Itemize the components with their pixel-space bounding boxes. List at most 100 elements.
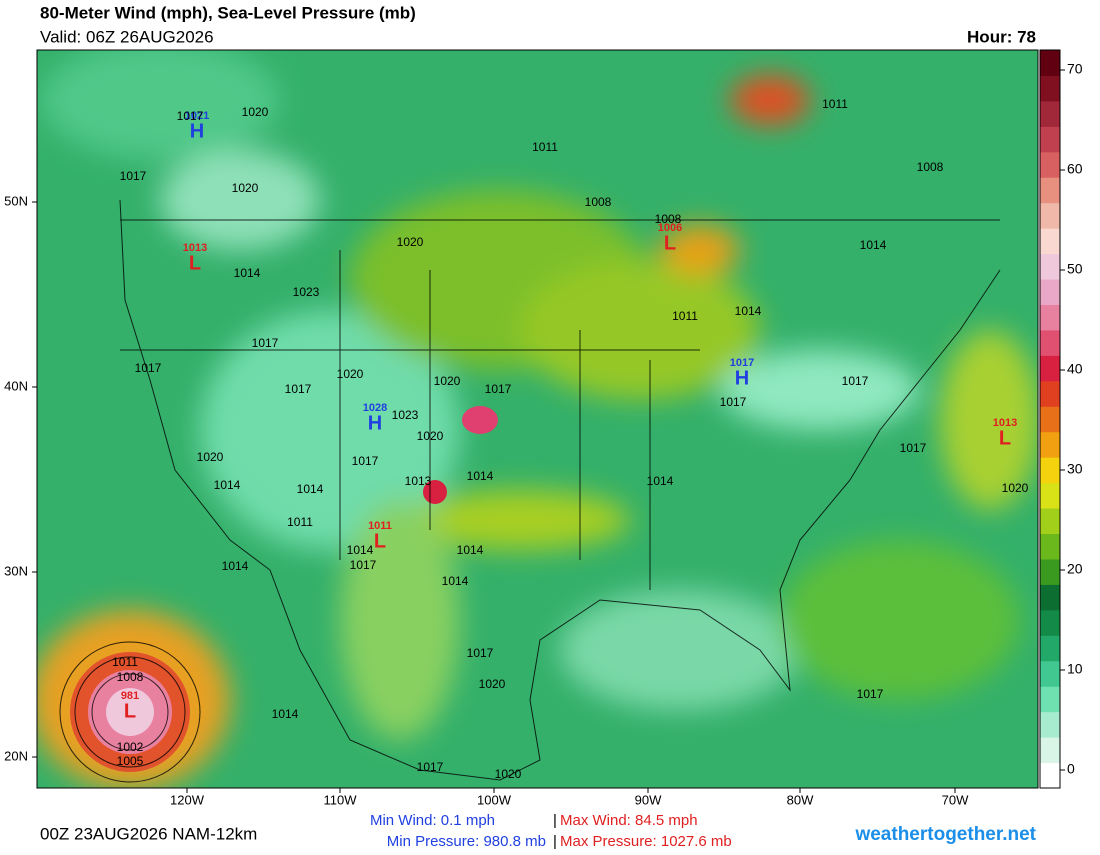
colorbar-band [1040,762,1060,789]
isobar-label: 1013 [405,474,432,488]
isobar-label: 1017 [842,374,869,388]
isobar-label: 1014 [860,238,887,252]
colorbar-band [1040,355,1060,382]
colorbar-band [1040,50,1060,76]
colorbar-label: 60 [1067,161,1083,177]
isobar-label: 1017 [285,382,312,396]
colorbar-band [1040,380,1060,407]
isobar-label: 1014 [735,304,762,318]
isobar-label: 1017 [120,169,147,183]
isobar-label: 1011 [672,309,698,323]
isobar-label: 1020 [197,450,224,464]
latitude-label: 50N [4,193,28,208]
colorbar-band [1040,737,1060,764]
colorbar-frame [1039,49,1061,789]
pressure-value: 1017 [730,357,754,369]
separator: | [553,833,557,850]
isobar-label: 1020 [232,181,259,195]
isobar-label: 1017 [252,336,279,350]
colorbar-band [1040,482,1060,509]
pressure-symbol: H [190,120,204,142]
pressure-value: 1013 [183,242,207,254]
isobar-label: 1020 [479,677,506,691]
colorbar-band [1040,609,1060,636]
longitude-label: 120W [170,792,205,807]
isobar-label: 1011 [822,97,848,111]
isobar-label: 1008 [585,195,612,209]
pressure-symbol: L [999,427,1011,449]
isobar-label: 1023 [293,285,320,299]
isobar-label: 1017 [135,361,162,375]
max-pressure: Max Pressure: 1027.6 mb [560,833,732,850]
isobar-label: 1017 [467,646,494,660]
title: 80-Meter Wind (mph), Sea-Level Pressure … [40,3,416,22]
colorbar-band [1040,253,1060,280]
min-pressure: Min Pressure: 980.8 mb [387,833,546,850]
isobar-label: 1014 [647,474,674,488]
latitude-label: 40N [4,378,28,393]
isobar-label: 1017 [352,454,379,468]
latitude-label: 30N [4,563,28,578]
colorbar-band [1040,457,1060,484]
isobar-label: 1017 [350,558,377,572]
colorbar-band [1040,100,1060,127]
pressure-symbol: L [189,252,201,274]
pressure-symbol: H [368,412,382,434]
isobar-label: 1023 [392,408,419,422]
colorbar-band [1040,406,1060,433]
isobar-label: 1017 [485,382,512,396]
colorbar-label: 10 [1067,661,1083,677]
map-field [37,50,1038,788]
isobar-label: 1020 [242,105,269,119]
colorbar-band [1040,126,1060,153]
colorbar-band [1040,635,1060,662]
isobar-label: 1014 [272,707,299,721]
isobar-label: 1014 [457,543,484,557]
pressure-symbol: L [374,530,386,552]
longitude-label: 100W [477,792,512,807]
pressure-symbol: H [735,367,749,389]
colorbar-band [1040,711,1060,738]
colorbar-band [1040,202,1060,229]
site-name: weathertogether.net [854,824,1036,845]
isobar-label: 1020 [1002,481,1029,495]
isobar-label: 1017 [177,109,204,123]
latitude-label: 20N [4,748,28,763]
isobar-label: 1020 [495,767,522,781]
colorbar-label: 50 [1067,261,1083,277]
forecast-hour: Hour: 78 [967,27,1036,46]
longitude-label: 80W [787,792,814,807]
isobar-label: 1017 [417,760,444,774]
colorbar-band [1040,686,1060,713]
colorbar-band [1040,177,1060,204]
isobar-label: 1014 [234,266,261,280]
isobar-label: 1014 [467,469,494,483]
isobar-label: 1014 [442,574,469,588]
isobar-label: 1008 [655,212,682,226]
map-frame [36,49,1039,789]
isobar-label: 1014 [297,482,324,496]
pressure-value: 1011 [368,520,392,532]
colorbar-band [1040,533,1060,560]
colorbar-band [1040,660,1060,687]
colorbar-band [1040,584,1060,611]
isobar-label: 1020 [397,235,424,249]
colorbar-band [1040,151,1060,178]
isobar-label: 1011 [532,140,558,154]
isobar-label: 1017 [720,395,747,409]
pressure-symbol: L [124,700,136,722]
separator: | [553,812,557,829]
pressure-value: 1006 [658,222,682,234]
isobar-label: 1008 [917,160,944,174]
longitude-label: 90W [635,792,662,807]
pressure-value: 1028 [363,402,387,414]
isobar-label: 1014 [222,559,249,573]
isobar-label: 1020 [417,429,444,443]
colorbar-label: 40 [1067,361,1083,377]
colorbar-band [1040,431,1060,458]
longitude-label: 110W [324,792,358,807]
isobar-label: 1017 [900,441,927,455]
isobar-label: 1002 [117,740,144,754]
colorbar-label: 30 [1067,461,1083,477]
